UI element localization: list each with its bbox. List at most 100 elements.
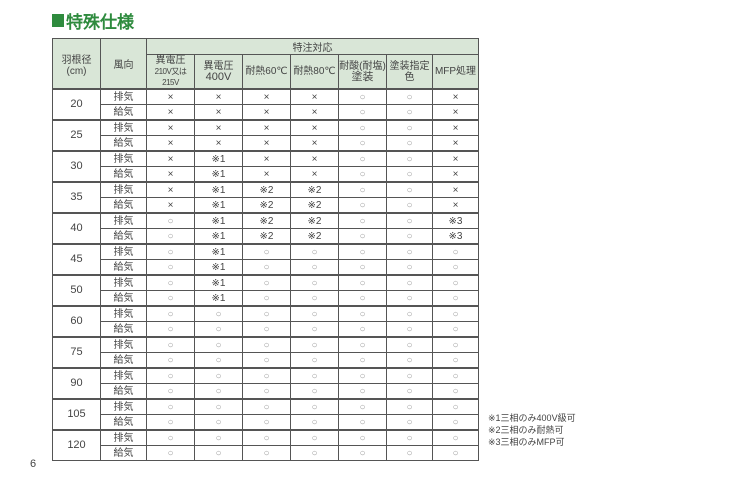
mark-cell: ○	[194, 398, 243, 415]
table-row: 90 排気 ○ ○ ○ ○ ○ ○ ○	[52, 367, 479, 400]
mark-cell: ○	[146, 290, 195, 307]
mark-cell: ×	[242, 166, 291, 183]
mark-cell: ×	[290, 135, 339, 152]
mark-cell: ×	[194, 88, 243, 105]
column-header: 異電圧 400V	[194, 54, 243, 90]
mark-cell: ○	[432, 367, 479, 384]
page-number: 6	[30, 458, 37, 470]
table-row: 給気 ○ ○ ○ ○ ○ ○ ○	[53, 383, 479, 400]
mark-cell: ×	[146, 150, 195, 167]
mark-cell: ○	[386, 414, 433, 431]
mark-cell: ○	[386, 104, 433, 121]
table-row: 給気 ○ ※1 ○ ○ ○ ○ ○	[53, 290, 479, 307]
mark-cell: ※3	[432, 212, 479, 229]
mark-cell: ○	[338, 445, 387, 461]
mark-cell: ○	[338, 367, 387, 384]
diameter-cell: 35	[52, 181, 101, 214]
table-row: 120 排気 ○ ○ ○ ○ ○ ○ ○	[52, 429, 479, 461]
mark-cell: ※1	[194, 228, 243, 245]
mark-cell: ○	[386, 135, 433, 152]
direction-cell: 給気	[100, 445, 147, 461]
table-row: 30 排気 × ※1 × × ○ ○ ×	[52, 150, 479, 183]
direction-cell: 給気	[100, 259, 147, 276]
mark-cell: ×	[290, 104, 339, 121]
table-row: 給気 × ※1 ※2 ※2 ○ ○ ×	[53, 197, 479, 214]
mark-cell: ○	[290, 243, 339, 260]
mark-cell: ○	[386, 181, 433, 198]
mark-cell: ×	[194, 135, 243, 152]
direction-cell: 排気	[100, 212, 147, 229]
diameter-cell: 40	[52, 212, 101, 245]
mark-cell: ×	[146, 181, 195, 198]
mark-cell: ○	[386, 150, 433, 167]
mark-cell: ○	[242, 352, 291, 369]
mark-cell: ○	[386, 290, 433, 307]
direction-cell: 排気	[100, 398, 147, 415]
mark-cell: ○	[386, 119, 433, 136]
mark-cell: ○	[146, 398, 195, 415]
mark-cell: ○	[386, 88, 433, 105]
mark-cell: ×	[146, 135, 195, 152]
mark-cell: ※1	[194, 166, 243, 183]
diameter-cell: 120	[52, 429, 101, 461]
mark-cell: ×	[146, 166, 195, 183]
mark-cell: ○	[146, 383, 195, 400]
mark-cell: ※1	[194, 150, 243, 167]
mark-cell: ○	[146, 367, 195, 384]
green-square-icon	[52, 14, 64, 27]
mark-cell: ○	[338, 135, 387, 152]
direction-cell: 給気	[100, 414, 147, 431]
mark-cell: ○	[338, 119, 387, 136]
mark-cell: ○	[386, 197, 433, 214]
diameter-cell: 30	[52, 150, 101, 183]
mark-cell: ※2	[290, 197, 339, 214]
diameter-cell: 45	[52, 243, 101, 276]
mark-cell: ○	[432, 321, 479, 338]
mark-cell: ○	[338, 429, 387, 446]
mark-cell: ○	[242, 305, 291, 322]
mark-cell: ○	[386, 166, 433, 183]
column-header: 塗装指定色	[386, 54, 433, 90]
mark-cell: ×	[432, 197, 479, 214]
mark-cell: ×	[194, 104, 243, 121]
mark-cell: ○	[386, 228, 433, 245]
mark-cell: ○	[146, 429, 195, 446]
mark-cell: ※1	[194, 274, 243, 291]
mark-cell: ○	[194, 383, 243, 400]
mark-cell: ○	[242, 445, 291, 461]
footnote-1: ※1三相のみ400V級可	[488, 413, 576, 423]
mark-cell: ○	[290, 259, 339, 276]
mark-cell: ○	[146, 445, 195, 461]
mark-cell: ○	[338, 290, 387, 307]
table-row: 35 排気 × ※1 ※2 ※2 ○ ○ ×	[52, 181, 479, 214]
direction-cell: 排気	[100, 274, 147, 291]
mark-cell: ○	[146, 305, 195, 322]
mark-cell: ○	[432, 383, 479, 400]
mark-cell: ○	[290, 367, 339, 384]
direction-cell: 排気	[100, 88, 147, 105]
mark-cell: ○	[338, 398, 387, 415]
mark-cell: ○	[386, 352, 433, 369]
mark-cell: ○	[290, 398, 339, 415]
column-header: 耐酸(耐塩) 塗装	[338, 54, 387, 90]
table-row: 40 排気 ○ ※1 ※2 ※2 ○ ○ ※3	[52, 212, 479, 245]
diameter-cell: 105	[52, 398, 101, 431]
table-row: 給気 ○ ○ ○ ○ ○ ○ ○	[53, 352, 479, 369]
mark-cell: ○	[146, 212, 195, 229]
mark-cell: ×	[432, 150, 479, 167]
mark-cell: ○	[338, 181, 387, 198]
table-row: 45 排気 ○ ※1 ○ ○ ○ ○ ○	[52, 243, 479, 276]
table-row: 給気 × × × × ○ ○ ×	[53, 104, 479, 121]
mark-cell: ○	[386, 321, 433, 338]
mark-cell: ×	[290, 150, 339, 167]
direction-cell: 排気	[100, 367, 147, 384]
mark-cell: ○	[386, 367, 433, 384]
direction-cell: 排気	[100, 119, 147, 136]
direction-cell: 給気	[100, 197, 147, 214]
mark-cell: ※2	[290, 181, 339, 198]
direction-header: 風向	[100, 38, 147, 90]
mark-cell: ×	[290, 119, 339, 136]
mark-cell: ○	[194, 336, 243, 353]
table-row: 給気 ○ ※1 ○ ○ ○ ○ ○	[53, 259, 479, 276]
diameter-header: 羽根径 (cm)	[52, 38, 101, 90]
